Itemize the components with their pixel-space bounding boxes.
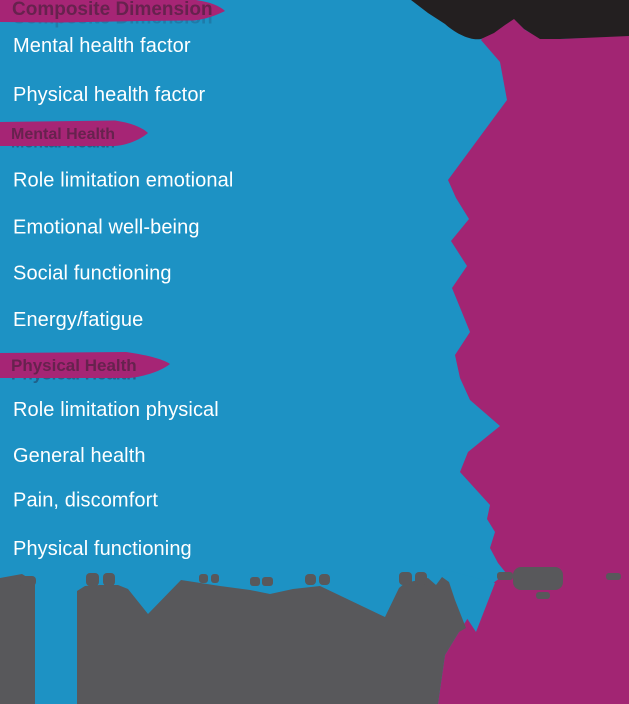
- svg-text:Physical health factor: Physical health factor: [13, 84, 206, 106]
- svg-text:Physical Health: Physical Health: [11, 356, 137, 375]
- svg-text:Composite Dimension: Composite Dimension: [12, 0, 213, 20]
- svg-text:Role limitation emotional: Role limitation emotional: [13, 170, 233, 192]
- svg-text:Physical functioning: Physical functioning: [13, 538, 192, 560]
- svg-text:Energy/fatigue: Energy/fatigue: [13, 309, 143, 331]
- svg-text:Mental Health: Mental Health: [11, 126, 115, 143]
- svg-text:Pain, discomfort: Pain, discomfort: [13, 490, 158, 512]
- svg-text:General health: General health: [13, 445, 146, 467]
- svg-text:Role limitation physical: Role limitation physical: [13, 399, 219, 421]
- svg-text:Emotional well-being: Emotional well-being: [13, 217, 200, 239]
- svg-text:Mental health factor: Mental health factor: [13, 35, 191, 57]
- svg-text:Social functioning: Social functioning: [13, 263, 172, 285]
